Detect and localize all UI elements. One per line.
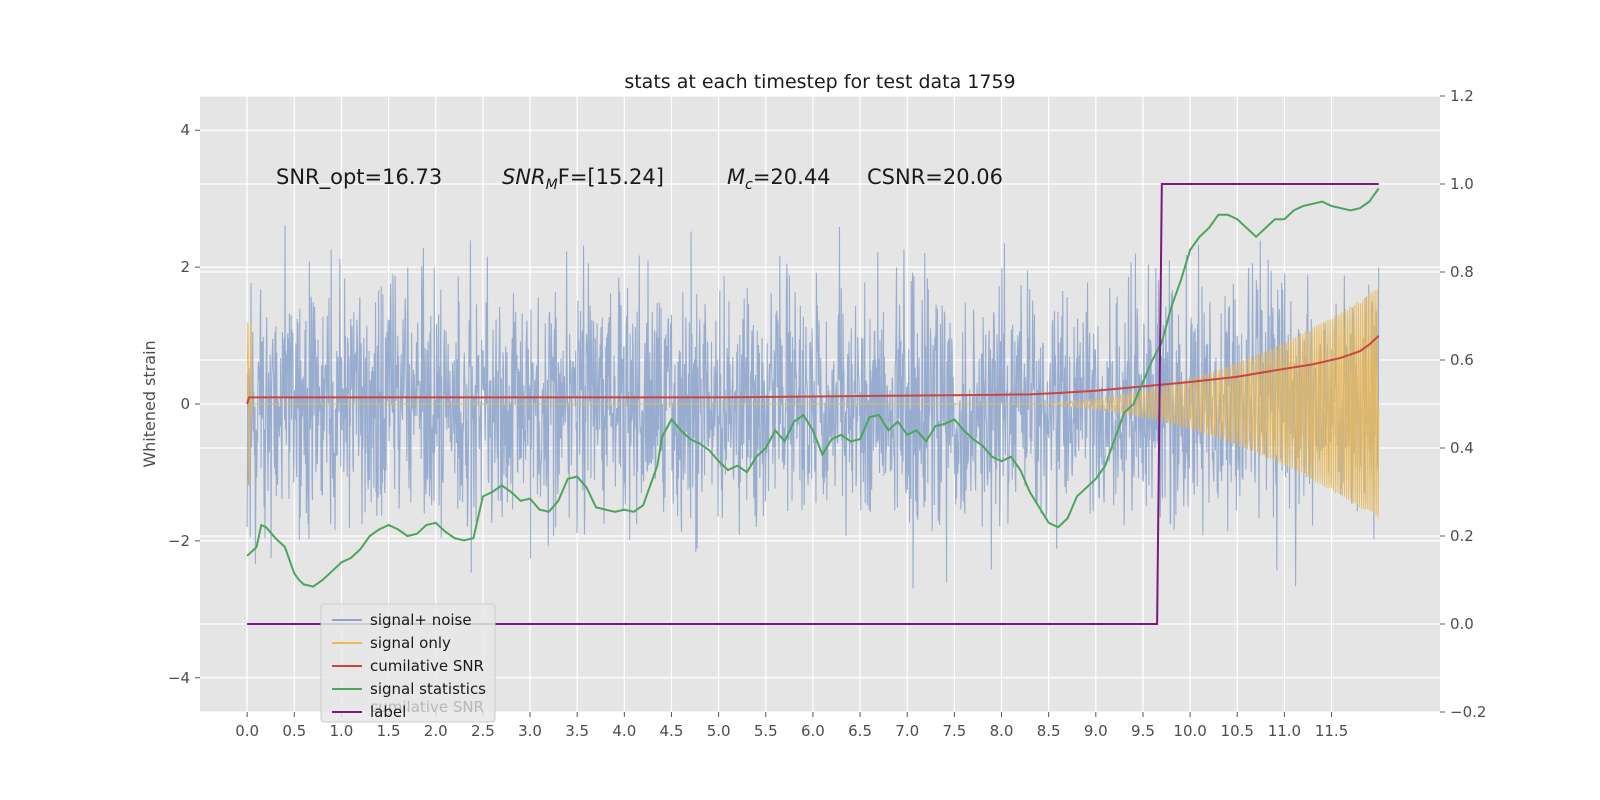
legend-overlay-text: cumilative SNR [370,698,484,716]
x-tick-label: 2.0 [424,722,448,740]
series-signal-statistics [246,187,1380,588]
series-layer [246,183,1380,625]
y2-tick-label: 0.8 [1450,263,1474,281]
y-tick-label: 2 [180,258,190,276]
x-tick-label: 9.5 [1131,722,1155,740]
legend-label: signal+ noise [370,611,472,629]
legend: cumilative SNR signal+ noise signal only c… [320,603,496,723]
x-tick-label: 3.0 [518,722,542,740]
x-tick-label: 8.0 [990,722,1014,740]
series-signal-only [246,289,1380,519]
y2-tick-label: 0.2 [1450,527,1474,545]
y-tick-label: −2 [168,532,190,550]
legend-label: cumilative SNR [370,657,484,675]
x-tick-label: 6.0 [801,722,825,740]
x-tick-label: 5.0 [707,722,731,740]
x-tick-label: 1.5 [377,722,401,740]
x-tick-label: 10.5 [1221,722,1254,740]
y2-tick-label: 1.0 [1450,175,1474,193]
x-tick-label: 0.0 [235,722,259,740]
annotation-snr-opt: SNR_opt=16.73 [276,165,442,190]
x-tick-label: 7.5 [942,722,966,740]
x-tick-label: 3.5 [565,722,589,740]
x-tick-label: 6.5 [848,722,872,740]
annotation-csnr: CSNR=20.06 [867,165,1003,189]
y2-tick-label: 0.6 [1450,351,1474,369]
legend-label: signal statistics [370,680,486,698]
x-tick-label: 1.0 [330,722,354,740]
x-tick-label: 7.0 [895,722,919,740]
x-tick-label: 4.5 [660,722,684,740]
x-tick-label: 4.0 [612,722,636,740]
annotation-mc: Mc=20.44 [727,165,831,193]
annotation-snr-mf: SNRMF=[15.24] [502,165,664,193]
chart-title: stats at each timestep for test data 175… [624,71,1015,93]
x-tick-label: 10.0 [1173,722,1206,740]
annotations: SNR_opt=16.73 SNRMF=[15.24] Mc=20.44 CSN… [276,165,1003,193]
series-cumilative-snr [246,335,1380,405]
x-tick-label: 0.5 [282,722,306,740]
y-axis-label: Whitened strain [140,340,159,467]
legend-box [320,603,496,723]
legend-label: signal only [370,634,451,652]
y2-tick-label: −0.2 [1450,703,1486,721]
y2-tick-label: 1.2 [1450,87,1474,105]
x-tick-label: 5.5 [754,722,778,740]
y-tick-label: 4 [180,121,190,139]
y-tick-label: −4 [168,669,190,687]
legend-label: label [370,703,406,721]
y-tick-label: 0 [180,395,190,413]
series-label [247,183,1379,625]
x-tick-label: 11.5 [1315,722,1348,740]
y2-tick-label: 0.0 [1450,615,1474,633]
x-tick-label: 2.5 [471,722,495,740]
x-tick-label: 8.5 [1037,722,1061,740]
x-tick-label: 9.0 [1084,722,1108,740]
y2-tick-label: 0.4 [1450,439,1474,457]
x-tick-label: 11.0 [1268,722,1301,740]
axes: 0.0 0.5 1.0 1.5 2.0 2.5 3.0 3.5 4.0 4.5 5.0 5.5 6.0 6… [168,87,1487,740]
